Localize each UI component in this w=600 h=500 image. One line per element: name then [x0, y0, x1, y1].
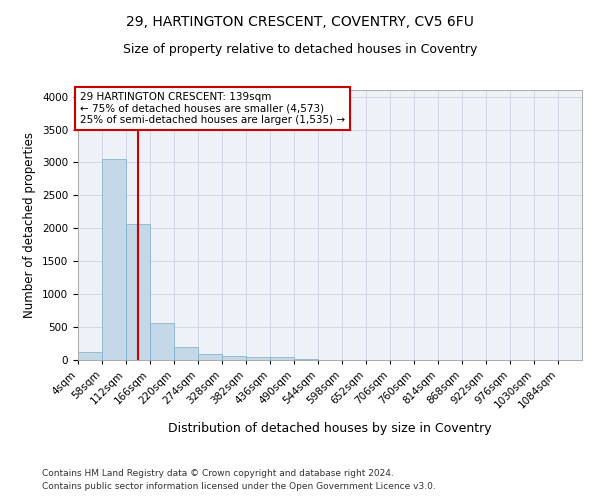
- X-axis label: Distribution of detached houses by size in Coventry: Distribution of detached houses by size …: [168, 422, 492, 434]
- Y-axis label: Number of detached properties: Number of detached properties: [23, 132, 37, 318]
- Bar: [78, 352, 102, 360]
- Bar: [126, 224, 150, 360]
- Bar: [150, 323, 174, 360]
- Bar: [222, 356, 246, 360]
- Bar: [270, 358, 294, 360]
- Text: Contains public sector information licensed under the Open Government Licence v3: Contains public sector information licen…: [42, 482, 436, 491]
- Text: 29, HARTINGTON CRESCENT, COVENTRY, CV5 6FU: 29, HARTINGTON CRESCENT, COVENTRY, CV5 6…: [126, 15, 474, 29]
- Bar: [174, 347, 198, 360]
- Bar: [246, 357, 270, 360]
- Bar: [102, 159, 126, 360]
- Text: 29 HARTINGTON CRESCENT: 139sqm
← 75% of detached houses are smaller (4,573)
25% : 29 HARTINGTON CRESCENT: 139sqm ← 75% of …: [80, 92, 345, 125]
- Bar: [198, 354, 222, 360]
- Text: Contains HM Land Registry data © Crown copyright and database right 2024.: Contains HM Land Registry data © Crown c…: [42, 468, 394, 477]
- Text: Size of property relative to detached houses in Coventry: Size of property relative to detached ho…: [123, 42, 477, 56]
